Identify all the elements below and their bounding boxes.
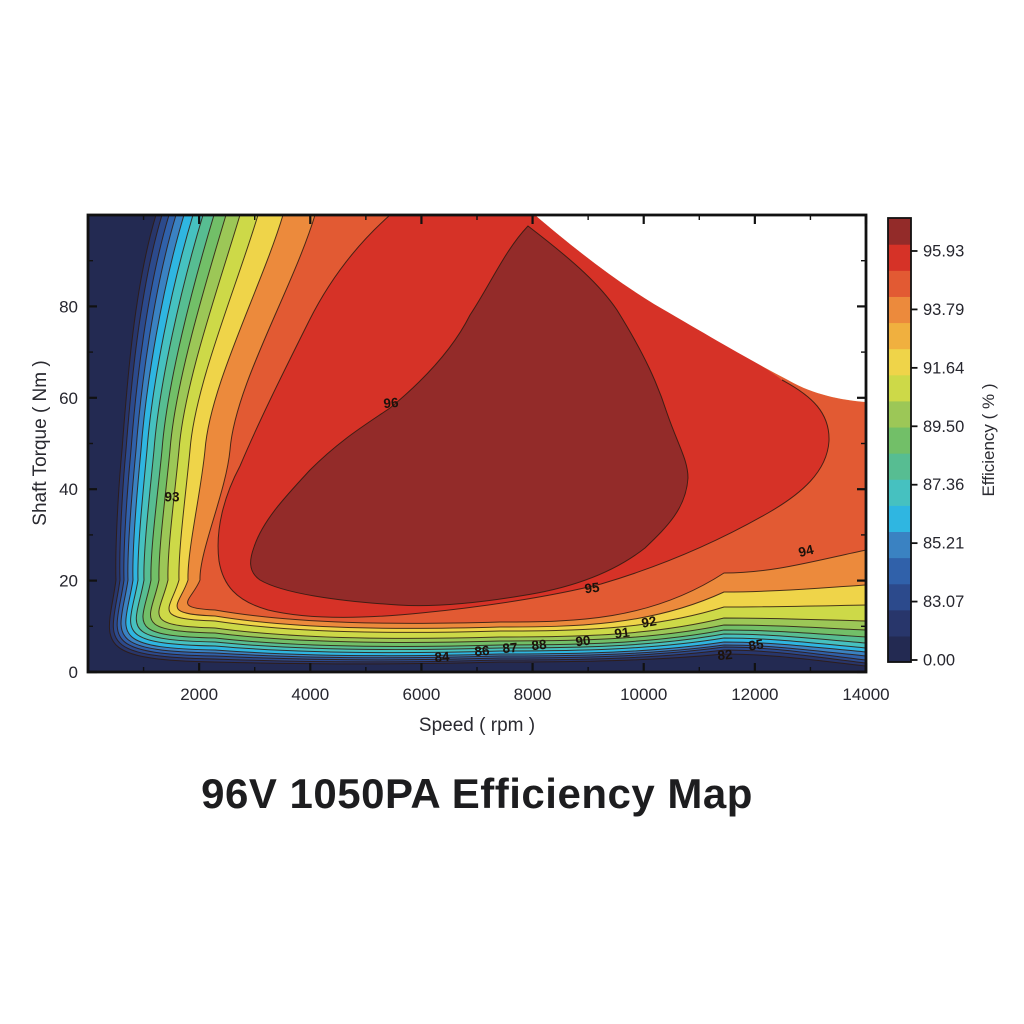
colorbar-tick-label: 87.36 bbox=[923, 476, 964, 494]
contour-line-94 bbox=[187, 215, 866, 624]
contour-lines bbox=[108, 215, 866, 667]
x-tick-label: 4000 bbox=[291, 685, 329, 704]
contour-label: 90 bbox=[575, 633, 592, 650]
contour-line-91 bbox=[158, 215, 866, 639]
x-tick-label: 6000 bbox=[403, 685, 441, 704]
x-tick-label: 12000 bbox=[731, 685, 778, 704]
contour-plot-area bbox=[88, 215, 866, 672]
colorbar-tick-label: 95.93 bbox=[923, 242, 964, 260]
colorbar-ticks: 0.00 83.07 85.21 87.36 89.50 91.64 93.79 95.93 bbox=[911, 242, 964, 670]
contour-line-83 bbox=[112, 215, 866, 664]
x-tick-label: 10000 bbox=[620, 685, 667, 704]
contour-line-84 bbox=[116, 215, 866, 661]
contour-label-layer: 96 93 95 94 92 91 90 88 87 86 84 85 82 bbox=[164, 395, 815, 665]
contour-label: 85 bbox=[747, 636, 765, 653]
contour-label: 84 bbox=[434, 649, 451, 665]
axes-box-and-ticks bbox=[86, 213, 868, 674]
y-tick-label: 20 bbox=[59, 572, 78, 591]
y-axis-label: Shaft Torque ( Nm ) bbox=[30, 360, 51, 525]
colorbar-bands bbox=[888, 218, 911, 663]
colorbar-band bbox=[888, 270, 911, 297]
contour-line-92 bbox=[168, 215, 866, 633]
colorbar-border bbox=[887, 217, 912, 663]
colorbar-band bbox=[888, 244, 911, 271]
colorbar-band bbox=[888, 635, 911, 663]
colorbar-tick-label: 89.50 bbox=[923, 418, 964, 436]
contour-line-89 bbox=[142, 215, 866, 648]
contour-label: 92 bbox=[640, 613, 657, 630]
contour-label: 91 bbox=[614, 624, 631, 641]
colorbar-band bbox=[888, 583, 911, 611]
contour-label: 94 bbox=[797, 542, 816, 560]
contour-label: 95 bbox=[584, 580, 601, 597]
contour-label: 96 bbox=[383, 395, 400, 411]
chart-title: 96V 1050PA Efficiency Map bbox=[201, 770, 753, 817]
colorbar-label: Efficiency ( % ) bbox=[979, 383, 998, 496]
contour-label: 86 bbox=[474, 643, 491, 659]
contour-line-87 bbox=[130, 215, 866, 654]
colorbar-band bbox=[888, 505, 911, 533]
colorbar-band bbox=[888, 453, 911, 480]
x-tick-label: 8000 bbox=[514, 685, 552, 704]
colorbar-band bbox=[888, 296, 911, 324]
colorbar-band bbox=[888, 348, 911, 376]
tick-marks bbox=[88, 215, 868, 674]
x-axis-label: Speed ( rpm ) bbox=[419, 715, 535, 736]
colorbar-band bbox=[888, 557, 911, 585]
y-tick-label: 60 bbox=[59, 389, 78, 408]
tick-labels: 2000 4000 6000 8000 10000 12000 14000 0 20 40 60 80 bbox=[59, 297, 890, 704]
contour-line-93 bbox=[176, 215, 866, 629]
colorbar-band bbox=[888, 400, 911, 428]
x-tick-label: 2000 bbox=[180, 685, 218, 704]
colorbar-tick-label: 0.00 bbox=[923, 652, 955, 670]
colorbar-band bbox=[888, 426, 911, 454]
colorbar-band bbox=[888, 609, 911, 637]
colorbar-tick-label: 83.07 bbox=[923, 593, 964, 611]
contour-label: 93 bbox=[164, 490, 180, 505]
contour-fill-bands bbox=[88, 215, 866, 672]
contour-label: 88 bbox=[531, 637, 548, 654]
contour-line-88 bbox=[135, 215, 866, 651]
y-tick-label: 0 bbox=[69, 663, 78, 682]
contour-line-86 bbox=[125, 215, 866, 657]
contour-line-95 bbox=[217, 215, 830, 618]
colorbar-band bbox=[888, 531, 911, 559]
contour-line-85 bbox=[120, 215, 866, 659]
x-tick-label: 14000 bbox=[842, 685, 889, 704]
colorbar-tick-label: 91.64 bbox=[923, 359, 964, 377]
contour-band-96 bbox=[250, 226, 688, 606]
contour-line-82 bbox=[108, 215, 866, 667]
no-data-envelope-region bbox=[535, 215, 866, 402]
contour-label: 82 bbox=[717, 647, 733, 663]
colorbar-band bbox=[888, 218, 911, 245]
y-tick-label: 80 bbox=[59, 297, 78, 316]
colorbar-band bbox=[888, 479, 911, 506]
colorbar-tick-label: 93.79 bbox=[923, 301, 964, 319]
contour-line-90 bbox=[150, 215, 866, 643]
contour-label: 87 bbox=[502, 640, 518, 656]
y-tick-label: 40 bbox=[59, 480, 78, 499]
colorbar-tick-label: 85.21 bbox=[923, 535, 964, 553]
colorbar-band bbox=[888, 374, 911, 402]
contour-line-96 bbox=[250, 225, 689, 607]
colorbar-band bbox=[888, 322, 911, 350]
colorbar: 0.0083.0785.2187.3689.5091.6493.7995.93 … bbox=[887, 217, 998, 670]
